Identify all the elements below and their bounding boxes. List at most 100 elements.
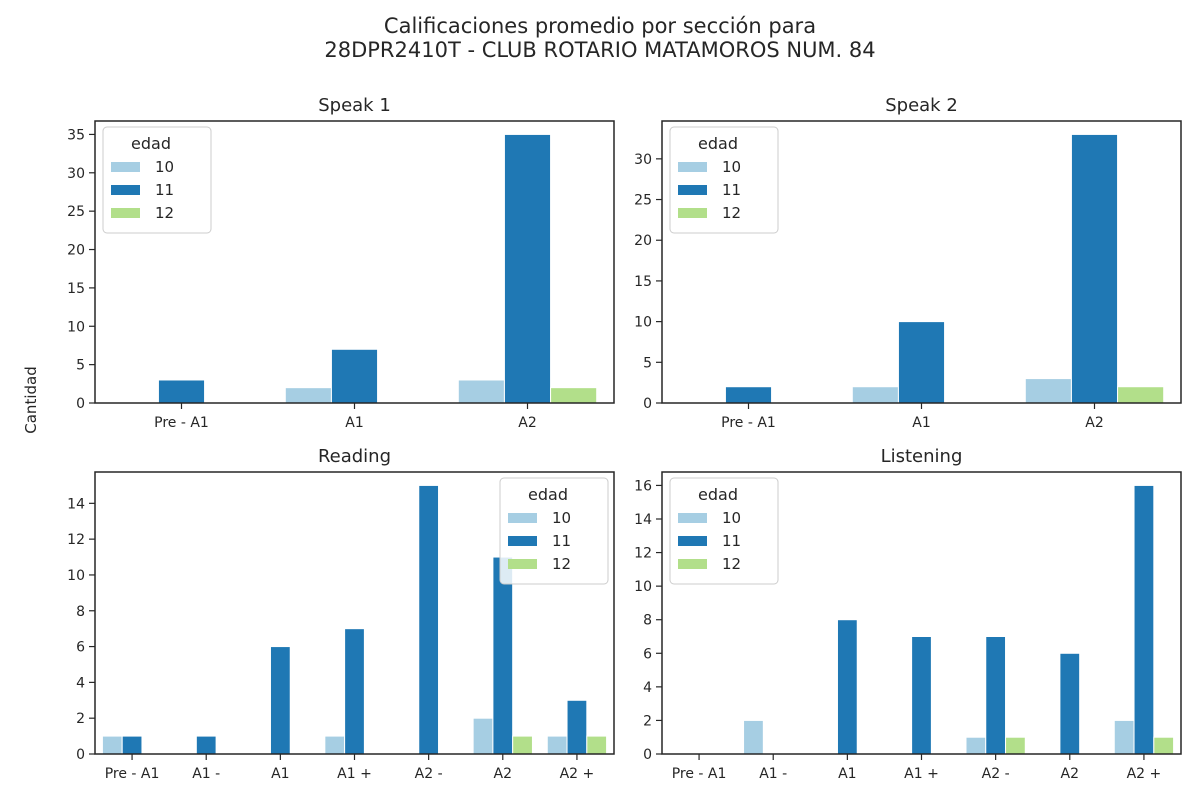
legend-label-12: 12 [552,555,571,573]
legend-label-12: 12 [722,204,741,222]
y-tick-label: 12 [67,532,85,548]
legend-swatch-10 [111,162,140,172]
bar-10-7 [546,735,568,755]
x-tick-label: A1 - [759,766,787,782]
plot-frame [661,471,1182,755]
legend-box [669,477,779,585]
legend-label-11: 11 [722,181,741,199]
bar-11-7 [566,699,588,755]
x-tick-label: A1 [345,415,363,431]
legend: edad 10 11 12 [669,477,779,585]
y-tick-label: 12 [634,546,652,562]
legend-label-10: 10 [722,509,741,527]
chart-panel-1: Speak 1 0 5 10 15 20 25 30 35 Pre - A1 A1 A2 edad 10 1… [67,95,615,431]
x-tick-label: A1 [838,766,856,782]
y-tick-label: 6 [76,640,85,656]
y-tick-label: 0 [76,747,85,763]
plot-frame [94,120,615,404]
y-tick-label: 30 [634,152,652,168]
figure-title-line-2: 28DPR2410T - CLUB ROTARIO MATAMOROS NUM.… [324,38,876,62]
bar-12-6 [512,735,533,755]
y-tick-label: 15 [67,281,85,297]
legend-label-11: 11 [552,532,571,550]
bar-11-2 [897,321,946,404]
bar-10-5 [965,736,987,755]
bar-12-7 [1153,736,1175,755]
bar-12-5 [1005,736,1026,755]
legend-box [102,126,212,234]
legend-label-10: 10 [722,158,741,176]
y-tick-label: 4 [643,680,652,696]
legend-swatch-12 [111,208,140,218]
bar-11-3 [503,133,552,404]
legend-label-12: 12 [155,204,174,222]
legend-label-10: 10 [155,158,174,176]
legend-title: edad [131,134,171,153]
y-tick-label: 2 [643,713,652,729]
bar-11-5 [418,484,440,755]
y-tick-label: 8 [76,604,85,620]
y-tick-label: 0 [76,396,85,412]
legend-label-11: 11 [155,181,174,199]
y-tick-label: 25 [634,193,652,209]
legend-swatch-10 [678,513,707,523]
y-tick-label: 5 [643,355,652,371]
legend-swatch-11 [508,536,537,546]
y-tick-label: 4 [76,675,85,691]
chart-panel-3: Reading 0 2 4 6 8 10 12 14 Pre - A1 A1 - A1 A1 + A2 -… [67,446,615,782]
x-tick-label: A2 + [1127,766,1162,782]
bar-11-1 [157,379,206,404]
y-tick-label: 14 [634,512,652,528]
legend-label-12: 12 [722,555,741,573]
legend-title: edad [528,485,568,504]
x-tick-label: Pre - A1 [721,415,776,431]
bar-11-6 [492,556,514,755]
bar-10-6 [472,717,494,755]
panel-title: Reading [318,446,391,467]
legend-swatch-11 [678,185,707,195]
chart-panel-2: Speak 2 0 5 10 15 20 25 30 Pre - A1 A1 A2 edad 10 11 1… [634,95,1182,431]
y-tick-label: 25 [67,204,85,220]
y-tick-label: 6 [643,646,652,662]
x-tick-label: A2 [494,766,512,782]
x-tick-label: A1 [912,415,930,431]
legend-label-11: 11 [722,532,741,550]
bar-10-2 [284,387,332,404]
legend-swatch-11 [678,536,707,546]
bar-11-5 [985,636,1007,755]
y-tick-label: 20 [67,243,85,259]
chart-panel-4: Listening 0 2 4 6 8 10 12 14 16 Pre - A1 A1 - A1 A1 +… [634,446,1182,782]
bar-11-3 [836,619,858,755]
bar-10-2 [743,719,764,755]
bar-11-2 [195,735,217,755]
x-tick-label: A1 + [904,766,939,782]
x-tick-label: A2 + [560,766,595,782]
x-tick-label: A2 - [982,766,1010,782]
panel-title: Speak 1 [318,95,391,116]
y-tick-label: 10 [634,315,652,331]
legend-box [669,126,779,234]
x-tick-label: A1 - [192,766,220,782]
bar-11-7 [1133,484,1155,755]
bar-11-2 [330,348,379,404]
x-tick-label: A2 [1061,766,1079,782]
x-tick-label: Pre - A1 [154,415,209,431]
legend-swatch-10 [678,162,707,172]
x-tick-label: A1 + [337,766,372,782]
plot-frame [661,120,1182,404]
bar-11-1 [121,735,143,755]
legend-swatch-12 [678,208,707,218]
bar-11-3 [269,646,291,755]
legend-swatch-11 [111,185,140,195]
y-tick-label: 16 [634,478,652,494]
legend-swatch-12 [508,559,537,569]
bar-12-3 [550,387,598,404]
bar-12-7 [586,735,608,755]
x-tick-label: A1 [271,766,289,782]
x-tick-label: Pre - A1 [672,766,727,782]
y-tick-label: 10 [67,568,85,584]
figure-title-line-1: Calificaciones promedio por sección para [383,14,817,38]
y-tick-label: 35 [67,127,85,143]
legend-swatch-12 [678,559,707,569]
panel-title: Speak 2 [885,95,958,116]
